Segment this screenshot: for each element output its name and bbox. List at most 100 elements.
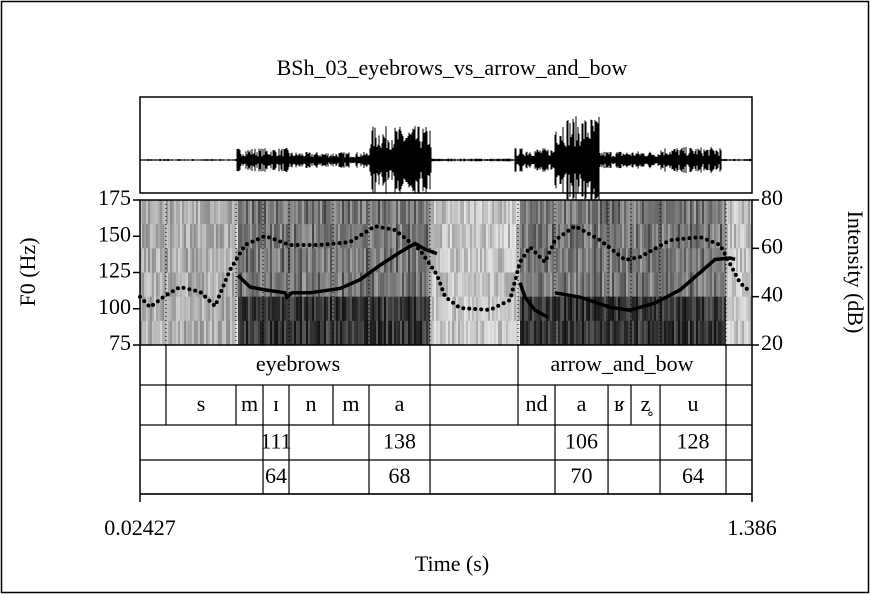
spectrogram-cell xyxy=(604,272,606,298)
spectrogram-cell xyxy=(146,224,148,249)
spectrogram-cell xyxy=(550,296,552,322)
spectrogram-cell xyxy=(278,320,280,346)
spectrogram-cell xyxy=(176,296,178,322)
spectrogram-cell xyxy=(292,272,294,298)
spectrogram-cell xyxy=(428,296,430,322)
spectrogram-cell xyxy=(256,200,258,225)
spectrogram-cell xyxy=(590,296,592,322)
spectrogram-cell xyxy=(692,248,694,273)
spectrogram-cell xyxy=(560,320,562,346)
spectrogram-cell xyxy=(518,224,520,249)
spectrogram-cell xyxy=(172,320,174,346)
spectrogram-cell xyxy=(744,200,746,225)
spectrogram-cell xyxy=(186,272,188,298)
spectrogram-cell xyxy=(424,224,426,249)
spectrogram-cell xyxy=(322,248,324,273)
spectrogram-cell xyxy=(280,248,282,273)
spectrogram-cell xyxy=(144,248,146,273)
spectrogram-cell xyxy=(730,248,732,273)
spectrogram-cell xyxy=(226,320,228,346)
spectrogram-cell xyxy=(674,320,676,346)
spectrogram-cell xyxy=(350,248,352,273)
spectrogram-cell xyxy=(574,224,576,249)
spectrogram-cell xyxy=(626,320,628,346)
spectrogram-cell xyxy=(454,224,456,249)
spectrogram-cell xyxy=(636,200,638,225)
spectrogram-cell xyxy=(704,320,706,346)
spectrogram-cell xyxy=(306,320,308,346)
spectrogram-cell xyxy=(712,200,714,225)
spectrogram-cell xyxy=(596,248,598,273)
spectrogram-cell xyxy=(746,200,748,225)
spectrogram-cell xyxy=(712,224,714,249)
spectrogram-cell xyxy=(272,200,274,225)
spectrogram-cell xyxy=(610,200,612,225)
spectrogram-cell xyxy=(456,320,458,346)
spectrogram-cell xyxy=(472,248,474,273)
spectrogram-cell xyxy=(426,272,428,298)
spectrogram-cell xyxy=(408,224,410,249)
spectrogram-cell xyxy=(352,296,354,322)
spectrogram-cell xyxy=(544,200,546,225)
spectrogram-cell xyxy=(286,296,288,322)
spectrogram-cell xyxy=(174,296,176,322)
spectrogram-cell xyxy=(524,224,526,249)
spectrogram-cell xyxy=(532,320,534,346)
spectrogram-cell xyxy=(564,248,566,273)
spectrogram-cell xyxy=(268,320,270,346)
spectrogram-cell xyxy=(452,200,454,225)
spectrogram-cell xyxy=(662,320,664,346)
spectrogram-cell xyxy=(318,272,320,298)
spectrogram-cell xyxy=(684,224,686,249)
spectrogram-cell xyxy=(150,296,152,322)
spectrogram-cell xyxy=(568,224,570,249)
spectrogram-cell xyxy=(170,200,172,225)
spectrogram-cell xyxy=(530,248,532,273)
spectrogram-cell xyxy=(250,200,252,225)
spectrogram-cell xyxy=(326,248,328,273)
spectrogram-cell xyxy=(586,224,588,249)
spectrogram-cell xyxy=(398,200,400,225)
spectrogram-cell xyxy=(638,248,640,273)
spectrogram-cell xyxy=(430,248,432,273)
spectrogram-cell xyxy=(526,272,528,298)
spectrogram-cell xyxy=(312,272,314,298)
spectrogram-cell xyxy=(638,320,640,346)
spectrogram-cell xyxy=(500,320,502,346)
spectrogram-cell xyxy=(510,320,512,346)
spectrogram-cell xyxy=(514,200,516,225)
spectrogram-cell xyxy=(728,248,730,273)
spectrogram-cell xyxy=(470,224,472,249)
spectrogram-cell xyxy=(226,296,228,322)
spectrogram-cell xyxy=(632,200,634,225)
spectrogram-cell xyxy=(196,248,198,273)
spectrogram-cell xyxy=(228,224,230,249)
spectrogram-cell xyxy=(286,320,288,346)
spectrogram-cell xyxy=(610,320,612,346)
spectrogram-cell xyxy=(644,320,646,346)
spectrogram-cell xyxy=(582,224,584,249)
spectrogram-cell xyxy=(538,200,540,225)
spectrogram-cell xyxy=(544,296,546,322)
spectrogram-cell xyxy=(458,224,460,249)
spectrogram-cell xyxy=(398,320,400,346)
spectrogram-cell xyxy=(224,224,226,249)
spectrogram-cell xyxy=(348,320,350,346)
spectrogram-cell xyxy=(210,296,212,322)
spectrogram-cell xyxy=(552,296,554,322)
spectrogram-cell xyxy=(348,248,350,273)
spectrogram-cell xyxy=(206,320,208,346)
spectrogram-cell xyxy=(182,200,184,225)
spectrogram-cell xyxy=(632,272,634,298)
spectrogram-cell xyxy=(716,296,718,322)
spectrogram-cell xyxy=(392,224,394,249)
spectrogram-cell xyxy=(324,224,326,249)
spectrogram-cell xyxy=(190,248,192,273)
spectrogram-cell xyxy=(474,200,476,225)
spectrogram-cell xyxy=(612,320,614,346)
spectrogram-cell xyxy=(704,248,706,273)
spectrogram-cell xyxy=(500,200,502,225)
spectrogram-cell xyxy=(310,296,312,322)
spectrogram-cell xyxy=(472,296,474,322)
spectrogram-cell xyxy=(670,224,672,249)
